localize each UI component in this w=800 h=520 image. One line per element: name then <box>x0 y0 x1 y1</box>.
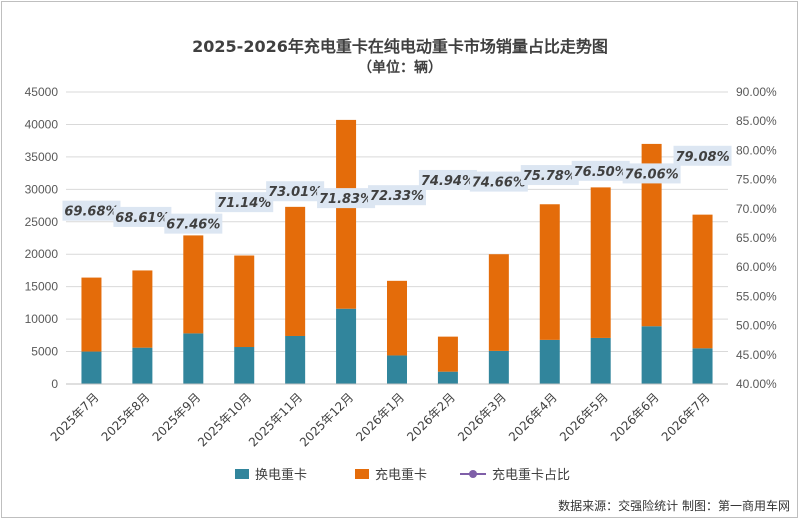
share-data-label: 75.78% <box>523 169 577 184</box>
legend-swap-truck-swatch <box>235 469 249 479</box>
share-label-box <box>215 192 274 213</box>
bar-charging-truck <box>539 204 560 340</box>
legend-charging-share-marker <box>469 470 477 478</box>
share-label-box <box>368 185 426 206</box>
legend-charging-truck-label: 充电重卡 <box>375 467 427 483</box>
share-data-label: 67.46% <box>166 218 220 233</box>
bar-charging-truck <box>183 235 204 334</box>
share-label-box <box>622 163 681 184</box>
share-data-label: 76.50% <box>574 165 628 180</box>
x-tick-label: 2025年7月 <box>48 390 102 444</box>
y-left-tick-label: 30000 <box>25 182 59 196</box>
bar-charging-truck <box>437 336 458 372</box>
share-label-box <box>317 188 376 209</box>
share-data-label: 76.06% <box>625 167 679 182</box>
y-left-tick-label: 20000 <box>25 247 59 261</box>
y-right-tick-label: 80.00% <box>736 143 777 157</box>
bar-charging-truck <box>590 187 611 338</box>
data-source-note: 数据来源：交强险统计 制图：第一商用车网 <box>558 499 790 513</box>
y-left-tick-label: 35000 <box>25 150 59 164</box>
bar-swap-truck <box>336 308 357 384</box>
x-tick-label: 2026年6月 <box>608 390 662 444</box>
bar-charging-truck <box>285 206 306 336</box>
share-label-box <box>266 181 325 202</box>
share-label-box <box>164 213 223 234</box>
x-tick-label: 2026年2月 <box>404 390 458 444</box>
share-data-label: 69.68% <box>64 205 118 220</box>
share-data-label: 74.66% <box>472 176 526 191</box>
bar-charging-truck <box>641 143 662 327</box>
share-label-box <box>418 169 477 190</box>
y-left-tick-label: 25000 <box>25 215 59 229</box>
y-right-tick-label: 40.00% <box>736 377 777 391</box>
y-left-tick-label: 40000 <box>25 117 59 131</box>
bar-swap-truck <box>641 326 662 384</box>
y-right-tick-label: 65.00% <box>736 231 777 245</box>
y-right-tick-label: 90.00% <box>736 85 777 99</box>
bar-charging-truck <box>336 119 357 309</box>
bar-charging-truck <box>488 254 509 351</box>
share-data-label: 71.14% <box>217 196 271 211</box>
y-right-tick-label: 70.00% <box>736 202 777 216</box>
bar-charging-truck <box>692 214 713 349</box>
legend-swap-truck-label: 换电重卡 <box>255 467 307 483</box>
y-left-tick-label: 0 <box>51 377 58 391</box>
bar-charging-truck <box>81 277 102 352</box>
bar-charging-truck <box>234 255 255 348</box>
y-right-tick-label: 60.00% <box>736 260 777 274</box>
bar-swap-truck <box>183 333 204 384</box>
y-left-tick-label: 10000 <box>25 312 59 326</box>
bar-swap-truck <box>387 355 407 384</box>
x-tick-label: 2025年9月 <box>150 390 204 444</box>
share-data-label: 72.33% <box>370 189 424 204</box>
share-label-box <box>62 200 121 221</box>
x-tick-label: 2025年10月 <box>195 390 254 449</box>
y-left-tick-label: 45000 <box>25 85 59 99</box>
x-tick-label: 2026年7月 <box>659 390 713 444</box>
share-data-label: 79.08% <box>675 150 729 165</box>
bar-charging-truck <box>132 270 153 348</box>
share-data-label: 74.94% <box>421 174 475 189</box>
bar-swap-truck <box>285 335 306 384</box>
share-label-box <box>673 145 732 166</box>
x-tick-label: 2026年1月 <box>353 390 407 444</box>
bar-swap-truck <box>590 337 611 384</box>
bar-swap-truck <box>81 351 102 384</box>
share-data-label: 73.01% <box>268 185 322 200</box>
y-right-tick-label: 85.00% <box>736 114 777 128</box>
legend-charging-share-label: 充电重卡占比 <box>492 467 570 483</box>
y-right-tick-label: 55.00% <box>736 289 777 303</box>
y-right-tick-label: 75.00% <box>736 173 777 187</box>
legend-charging-truck-swatch <box>355 469 369 479</box>
bar-swap-truck <box>234 347 255 384</box>
share-label-box <box>571 160 630 181</box>
chart-subtitle: （单位：辆） <box>358 60 442 76</box>
x-tick-label: 2025年12月 <box>297 390 356 449</box>
share-label-box <box>469 171 528 192</box>
x-tick-label: 2025年11月 <box>246 390 305 449</box>
x-tick-label: 2025年8月 <box>99 390 153 444</box>
x-tick-label: 2026年4月 <box>506 390 560 444</box>
share-label-box <box>113 206 172 227</box>
bar-swap-truck <box>539 339 560 384</box>
x-tick-label: 2026年5月 <box>557 390 611 444</box>
bar-swap-truck <box>692 348 713 384</box>
y-right-tick-label: 50.00% <box>736 319 777 333</box>
bar-charging-truck <box>387 280 407 356</box>
share-data-label: 68.61% <box>115 211 169 226</box>
share-label-box <box>520 165 579 186</box>
share-data-label: 71.83% <box>319 192 373 207</box>
bar-swap-truck <box>437 371 458 384</box>
bar-swap-truck <box>132 347 153 384</box>
y-right-tick-label: 45.00% <box>736 348 777 362</box>
x-tick-label: 2026年3月 <box>455 390 509 444</box>
y-left-tick-label: 15000 <box>25 280 59 294</box>
chart-title: 2025-2026年充电重卡在纯电动重卡市场销量占比走势图 <box>192 37 608 56</box>
y-left-tick-label: 5000 <box>31 345 58 359</box>
bar-swap-truck <box>488 350 509 384</box>
